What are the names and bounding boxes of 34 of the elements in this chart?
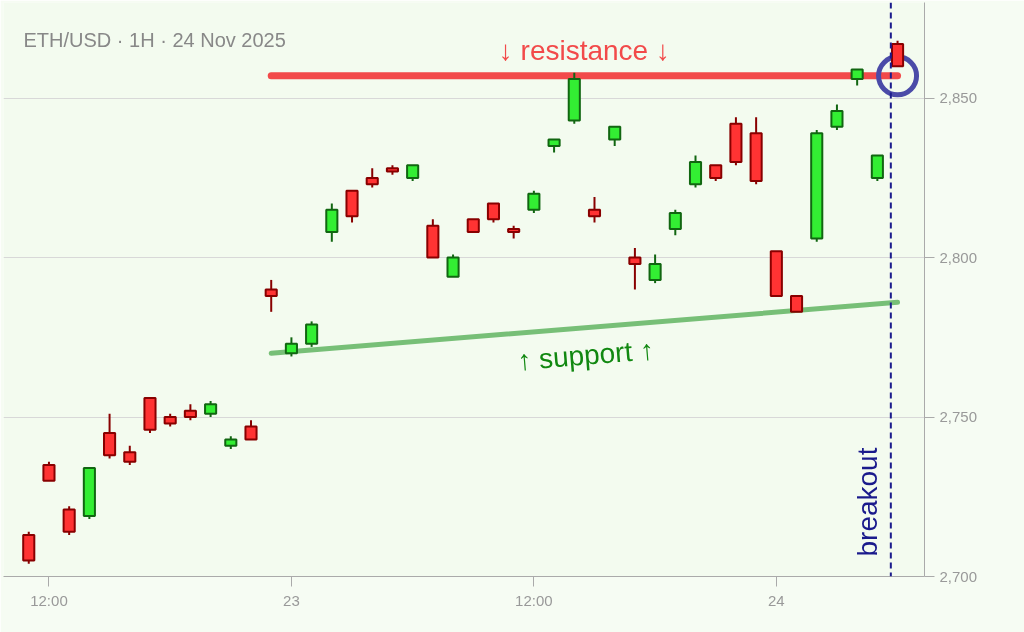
candlestick: [486, 202, 501, 224]
candlestick: [103, 412, 117, 460]
candlestick: [870, 154, 884, 183]
candlestick: [648, 253, 662, 285]
candlestick: [608, 125, 622, 147]
ref-line-label: breakout: [851, 447, 883, 557]
series-label: ↑ support ↑: [516, 334, 656, 377]
candlestick: [688, 154, 703, 189]
x-tick-label: 12:00: [515, 591, 553, 609]
x-tick-label: 24: [767, 591, 785, 609]
candlestick: [587, 196, 602, 224]
candlestick: [365, 167, 379, 189]
y-tick-label: 2,700: [939, 567, 978, 585]
x-tick-label: 12:00: [30, 591, 68, 609]
x-tick-label: 23: [283, 591, 300, 609]
series-label: ↓ resistance ↓: [498, 34, 670, 66]
candlestick: [305, 320, 319, 348]
candlestick: [628, 247, 642, 291]
y-tick-label: 2,850: [939, 89, 978, 107]
text: ETH/USD · 1H · 24 Nov 2025: [23, 28, 286, 51]
candlestick: [264, 278, 278, 313]
candlestick: [668, 208, 682, 237]
candlestick: [527, 189, 541, 214]
candlestick: [123, 444, 137, 466]
candlestick: [284, 336, 298, 358]
y-tick-label: 2,800: [939, 248, 978, 266]
candlestick: [325, 202, 339, 243]
candlestick: [446, 253, 460, 278]
candlestick: [891, 39, 905, 68]
candlestick: [42, 460, 56, 482]
candlestick: [830, 103, 844, 132]
candlestick: [62, 505, 76, 537]
candlestick: [244, 419, 258, 441]
y-tick-label: 2,750: [939, 408, 978, 426]
